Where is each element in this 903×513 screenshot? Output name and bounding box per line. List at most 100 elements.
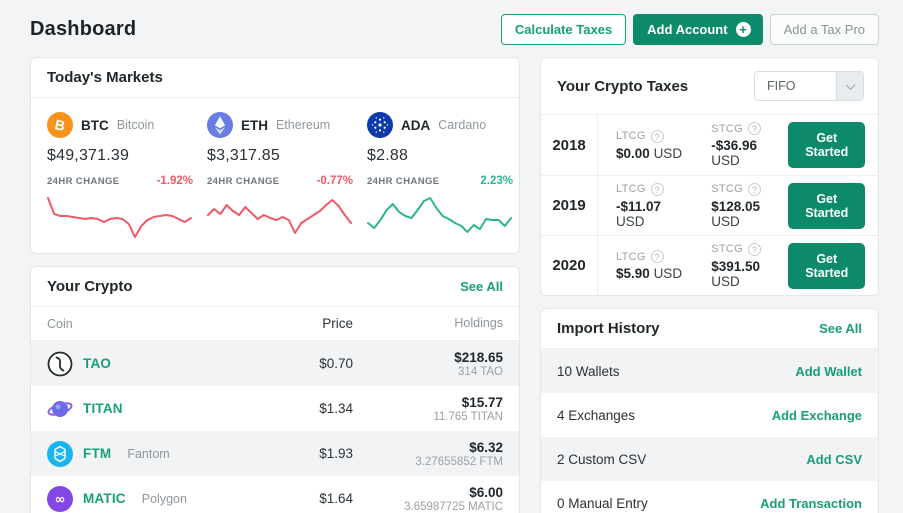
- tax-year-row-2019: 2019 LTCG ? -$11.07 USD STCG ? $128: [541, 175, 878, 235]
- help-icon[interactable]: ?: [650, 182, 664, 196]
- btc-sparkline-chart: [47, 197, 192, 238]
- markets-body: B BTC Bitcoin $49,371.39 24HR CHANGE -1.…: [31, 98, 519, 253]
- get-started-button-2019[interactable]: Get Started: [788, 182, 865, 229]
- ada-icon: [367, 112, 393, 138]
- add-csv-link[interactable]: Add CSV: [806, 451, 862, 467]
- row-holdings-value: $6.00: [469, 484, 503, 500]
- add-tax-pro-label: Add a Tax Pro: [783, 22, 865, 37]
- chevron-down-icon: [836, 72, 863, 100]
- add-exchange-link[interactable]: Add Exchange: [771, 407, 862, 423]
- coin-name: Ethereum: [276, 118, 331, 132]
- crypto-row-matic[interactable]: ∞ MATIC Polygon $1.64 $6.00 3.65987725 M…: [31, 476, 519, 513]
- help-icon[interactable]: ?: [650, 250, 664, 263]
- stcg-label: STCG: [711, 243, 743, 255]
- your-crypto-title: Your Crypto: [47, 278, 133, 295]
- row-holdings-amount: 3.27655852 FTM: [415, 455, 503, 468]
- tax-year-row-2018: 2018 LTCG ? $0.00 USD STCG ? -$36.9: [541, 115, 878, 175]
- calculate-taxes-button[interactable]: Calculate Taxes: [500, 14, 627, 45]
- import-row-label: 2 Custom CSV: [557, 451, 647, 467]
- calculate-taxes-label: Calculate Taxes: [514, 22, 613, 37]
- eth-icon: [207, 112, 233, 138]
- import-row-manual: 0 Manual Entry Add Transaction: [541, 481, 878, 513]
- your-crypto-card: Your Crypto See All Coin Price Holdings: [30, 266, 520, 513]
- get-started-button-2020[interactable]: Get Started: [788, 242, 865, 289]
- crypto-row-tao[interactable]: TAO $0.70 $218.65 314 TAO: [31, 341, 519, 386]
- col-price: Price: [322, 316, 353, 331]
- ada-sparkline-chart: [367, 197, 512, 233]
- crypto-table-header: Coin Price Holdings: [31, 307, 519, 341]
- currency-label: USD: [653, 266, 683, 281]
- row-symbol: TAO: [83, 356, 112, 371]
- row-name: Polygon: [141, 491, 187, 506]
- market-card-ada: ADA Cardano $2.88 24HR CHANGE 2.23%: [367, 112, 513, 241]
- add-wallet-link[interactable]: Add Wallet: [795, 363, 862, 379]
- ltcg-value: -$11.07: [616, 198, 662, 214]
- stcg-value: $391.50: [711, 258, 761, 274]
- matic-icon: ∞: [47, 485, 73, 512]
- import-row-label: 10 Wallets: [557, 363, 620, 379]
- add-tax-pro-button[interactable]: Add a Tax Pro: [769, 14, 879, 45]
- ltcg-label: LTCG: [616, 250, 646, 263]
- add-account-button[interactable]: Add Account +: [633, 14, 763, 45]
- ltcg-label: LTCG: [616, 130, 646, 142]
- topbar: Dashboard Calculate Taxes Add Account + …: [0, 0, 903, 57]
- import-history-title: Import History: [557, 320, 660, 337]
- coin-price: $3,317.85: [207, 147, 280, 164]
- currency-label: USD: [616, 213, 645, 229]
- import-history-see-all-link[interactable]: See All: [819, 321, 862, 336]
- your-crypto-header: Your Crypto See All: [31, 267, 519, 307]
- coin-symbol: ETH: [241, 117, 268, 133]
- import-row-label: 0 Manual Entry: [557, 495, 648, 511]
- coin-symbol: BTC: [81, 117, 109, 133]
- page-title: Dashboard: [30, 18, 137, 40]
- todays-markets-header: Today's Markets: [31, 58, 519, 98]
- import-history-header: Import History See All: [541, 309, 878, 349]
- row-holdings-amount: 314 TAO: [458, 365, 503, 378]
- change-label: 24HR CHANGE: [207, 175, 280, 187]
- row-holdings-amount: 3.65987725 MATIC: [404, 500, 503, 513]
- help-icon[interactable]: ?: [748, 182, 761, 196]
- coin-name: Cardano: [438, 118, 487, 132]
- help-icon[interactable]: ?: [748, 122, 761, 135]
- svg-text:∞: ∞: [55, 492, 66, 507]
- tao-icon: [47, 351, 73, 377]
- tax-year: 2019: [541, 176, 598, 235]
- eth-sparkline-chart: [207, 199, 352, 234]
- change-value: -0.77%: [316, 175, 353, 187]
- row-price: $1.64: [319, 491, 353, 506]
- coin-price: $2.88: [367, 147, 409, 164]
- ltcg-value: $0.00: [616, 145, 650, 161]
- todays-markets-card: Today's Markets B BTC: [30, 57, 520, 254]
- crypto-row-titan[interactable]: TITAN $1.34 $15.77 11.765 TITAN: [31, 386, 519, 431]
- topbar-actions: Calculate Taxes Add Account + Add a Tax …: [500, 14, 879, 45]
- row-symbol: FTM: [83, 446, 112, 461]
- help-icon[interactable]: ?: [748, 242, 761, 256]
- row-holdings-value: $218.65: [454, 349, 503, 365]
- help-icon[interactable]: ?: [650, 129, 664, 143]
- ltcg-value: $5.90: [616, 266, 650, 281]
- stcg-label: STCG: [711, 122, 743, 135]
- tax-method-select[interactable]: FIFO: [754, 71, 864, 101]
- change-value: -1.92%: [156, 175, 193, 187]
- your-crypto-see-all-link[interactable]: See All: [460, 279, 503, 294]
- row-price: $1.34: [319, 401, 353, 416]
- svg-text:B: B: [53, 116, 66, 134]
- currency-label: USD: [711, 153, 740, 168]
- coin-name: Bitcoin: [116, 118, 155, 132]
- row-holdings-value: $6.32: [469, 439, 503, 455]
- import-row-exchanges: 4 Exchanges Add Exchange: [541, 393, 878, 437]
- crypto-taxes-title: Your Crypto Taxes: [557, 77, 689, 95]
- crypto-taxes-card: Your Crypto Taxes FIFO 2018 LTCG ? $0.: [540, 57, 879, 296]
- currency-label: USD: [711, 273, 740, 289]
- col-coin: Coin: [47, 316, 73, 331]
- row-name: Fantom: [127, 446, 170, 461]
- add-account-label: Add Account: [647, 22, 728, 37]
- crypto-row-ftm[interactable]: FTM Fantom $1.93 $6.32 3.27655852 FTM: [31, 431, 519, 476]
- add-transaction-link[interactable]: Add Transaction: [760, 495, 862, 511]
- row-price: $1.93: [319, 446, 353, 461]
- import-row-wallets: 10 Wallets Add Wallet: [541, 349, 878, 393]
- get-started-button-2018[interactable]: Get Started: [788, 122, 865, 168]
- row-price: $0.70: [319, 356, 353, 371]
- row-symbol: MATIC: [83, 491, 126, 506]
